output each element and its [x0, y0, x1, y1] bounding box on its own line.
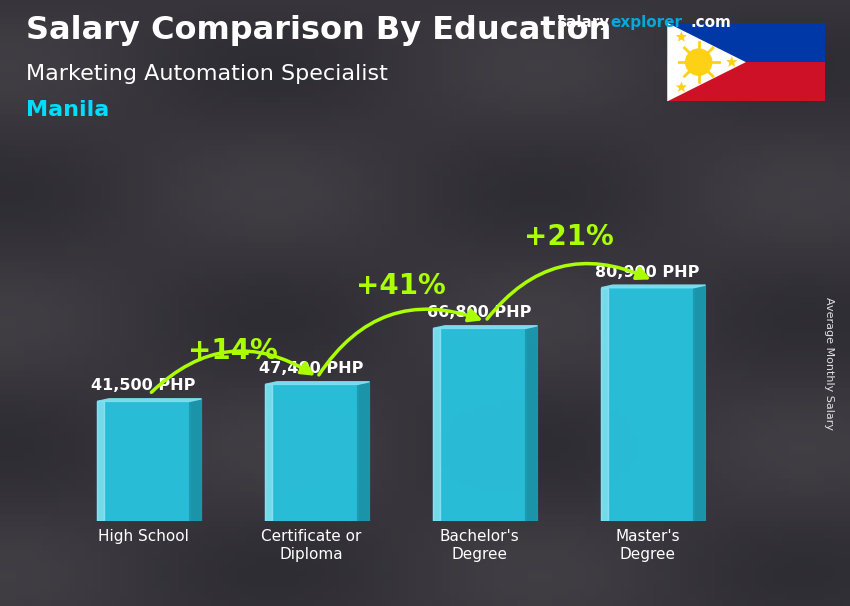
- Text: Manila: Manila: [26, 100, 109, 120]
- Polygon shape: [97, 401, 104, 521]
- Polygon shape: [358, 382, 370, 521]
- Polygon shape: [265, 384, 272, 521]
- Polygon shape: [97, 401, 190, 521]
- Text: 66,800 PHP: 66,800 PHP: [428, 305, 531, 321]
- Text: Salary Comparison By Education: Salary Comparison By Education: [26, 15, 611, 46]
- Polygon shape: [694, 285, 705, 521]
- Circle shape: [685, 48, 712, 76]
- Polygon shape: [676, 81, 687, 92]
- Text: 47,400 PHP: 47,400 PHP: [259, 361, 364, 376]
- Polygon shape: [676, 31, 687, 42]
- Text: salary: salary: [557, 15, 609, 30]
- Bar: [667, 62, 824, 101]
- Polygon shape: [601, 285, 705, 288]
- Text: Average Monthly Salary: Average Monthly Salary: [824, 297, 834, 430]
- Polygon shape: [525, 326, 537, 521]
- Text: +21%: +21%: [524, 222, 615, 251]
- Polygon shape: [601, 288, 608, 521]
- Text: 80,900 PHP: 80,900 PHP: [595, 265, 700, 279]
- Text: explorer: explorer: [610, 15, 683, 30]
- FancyArrowPatch shape: [151, 351, 312, 392]
- Polygon shape: [434, 326, 537, 328]
- FancyArrowPatch shape: [487, 264, 647, 319]
- Text: Marketing Automation Specialist: Marketing Automation Specialist: [26, 64, 388, 84]
- Text: 41,500 PHP: 41,500 PHP: [91, 378, 196, 393]
- Polygon shape: [434, 328, 525, 521]
- Polygon shape: [190, 399, 201, 521]
- FancyArrowPatch shape: [319, 309, 479, 375]
- Text: .com: .com: [690, 15, 731, 30]
- Polygon shape: [265, 382, 370, 384]
- Text: +14%: +14%: [189, 338, 278, 365]
- Polygon shape: [434, 328, 440, 521]
- Polygon shape: [601, 288, 694, 521]
- Bar: [667, 23, 824, 62]
- Polygon shape: [97, 399, 201, 401]
- Polygon shape: [667, 23, 746, 101]
- Polygon shape: [726, 56, 737, 67]
- Text: +41%: +41%: [356, 273, 446, 301]
- Polygon shape: [265, 384, 358, 521]
